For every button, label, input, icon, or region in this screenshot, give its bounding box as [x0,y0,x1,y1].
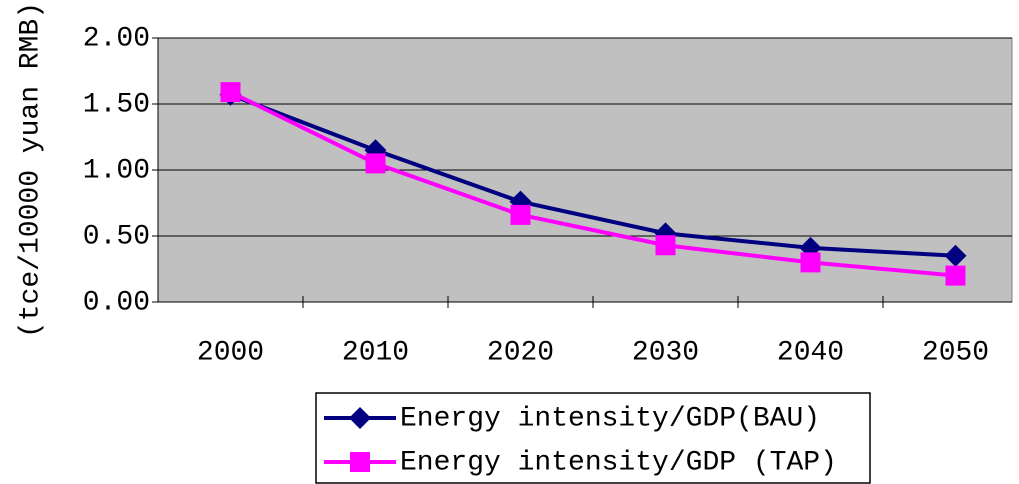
x-tick-label: 2010 [342,337,409,368]
x-tick-label: 2030 [632,337,699,368]
x-tick-label: 2050 [922,337,989,368]
square-marker [655,235,676,256]
diamond-marker [349,407,371,429]
x-tick-label: 2000 [197,337,264,368]
series-line [229,90,956,278]
y-tick-label: 0.50 [83,221,150,252]
square-marker [220,82,241,103]
legend-label: Energy intensity/GDP(BAU) [400,403,820,434]
y-tick-label: 0.00 [83,287,150,318]
diamond-marker [944,244,967,267]
square-marker [365,153,386,174]
y-tick-label: 2.00 [83,23,150,54]
y-tick-label: 1.50 [83,89,150,120]
square-marker [800,252,821,273]
y-tick-label: 1.00 [83,155,150,186]
x-tick-label: 2020 [487,337,554,368]
square-marker [350,452,370,472]
series-line [229,92,956,258]
x-tick-label: 2040 [777,337,844,368]
square-marker [510,204,531,225]
square-marker [945,265,966,286]
y-axis-label: (tce/10000 yuan RMB) [15,2,46,338]
legend-box [315,392,871,484]
legend-label: Energy intensity/GDP (TAP) [400,447,837,478]
